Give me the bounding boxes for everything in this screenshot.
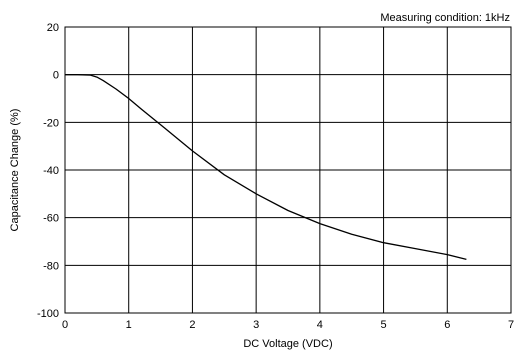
x-tick-label: 0	[62, 319, 68, 331]
plot-frame	[64, 26, 512, 314]
tick-labels: 0 1 2 3 4 5 6 7 20 0 -20 -40 -60 -80 -100	[37, 22, 514, 331]
y-tick-label: -100	[37, 308, 59, 320]
y-tick-label: -20	[43, 117, 59, 129]
capacitance-curve	[65, 74, 467, 261]
measuring-condition-annotation: Measuring condition: 1kHz	[380, 12, 510, 24]
x-tick-label: 1	[126, 319, 132, 331]
x-tick-label: 6	[444, 319, 450, 331]
x-axis-title: DC Voltage (VDC)	[243, 338, 332, 350]
y-tick-label: -80	[43, 260, 59, 272]
y-tick-label: 0	[53, 70, 59, 82]
y-tick-label: -40	[43, 165, 59, 177]
x-tick-label: 2	[189, 319, 195, 331]
series	[65, 74, 467, 261]
y-tick-label: -60	[43, 213, 59, 225]
x-tick-label: 3	[253, 319, 259, 331]
x-tick-label: 4	[317, 319, 323, 331]
x-tick-label: 7	[508, 319, 514, 331]
y-axis-title: Capacitance Change (%)	[9, 109, 21, 232]
y-tick-label: 20	[47, 22, 59, 34]
grid	[65, 27, 511, 313]
x-tick-label: 5	[381, 319, 387, 331]
